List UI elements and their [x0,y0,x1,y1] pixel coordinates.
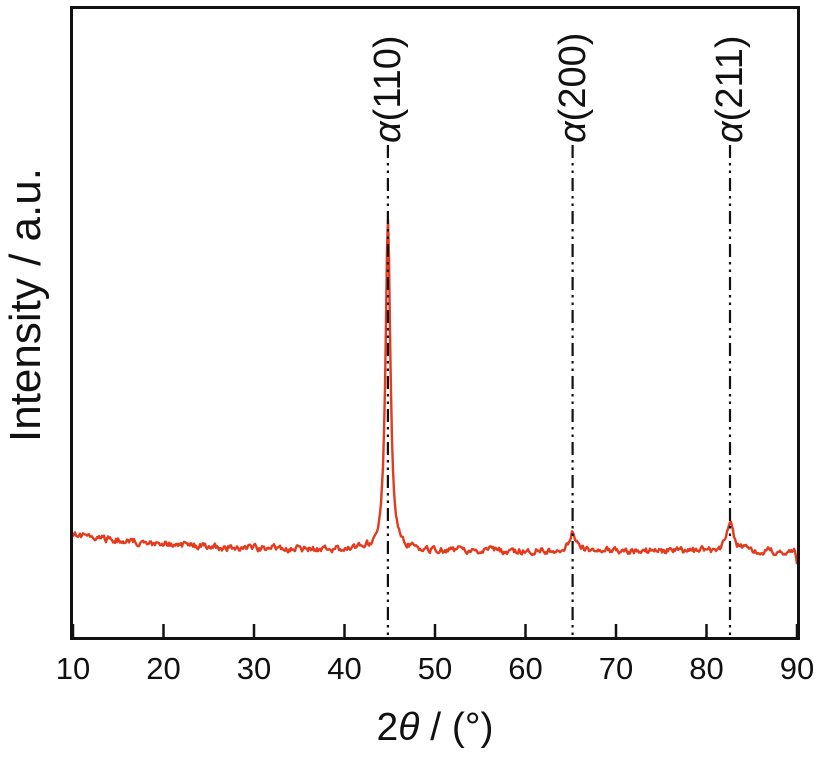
x-tick-label-50: 50 [417,651,453,686]
y-axis-label: Intensity / a.u. [1,168,50,442]
plot-area [70,6,800,640]
miller-index: (211) [709,35,752,122]
xrd-curve [73,218,797,565]
peak-label-200: α(200) [551,32,594,143]
alpha-symbol: α [551,121,594,143]
alpha-symbol: α [366,121,409,143]
x-axis-label-suffix: / (°) [419,706,494,749]
x-axis-label: 2θ / (°) [377,706,494,750]
x-tick-label-60: 60 [508,651,543,686]
x-tick-label-70: 70 [598,651,634,686]
plot-svg [73,145,797,637]
x-tick-label-30: 30 [236,651,272,686]
x-tick-label-80: 80 [689,651,724,686]
peak-label-211: α(211) [709,35,752,143]
x-tick-label-20: 20 [146,651,181,686]
miller-index: (110) [366,35,409,122]
miller-index: (200) [551,32,594,122]
peak-label-110: α(110) [366,35,409,143]
x-tick-label-40: 40 [327,651,362,686]
x-tick-label-90: 90 [779,651,815,686]
x-tick-label-10: 10 [55,651,91,686]
theta-symbol: θ [398,706,420,749]
x-axis-label-prefix: 2 [376,706,399,749]
alpha-symbol: α [709,121,752,143]
